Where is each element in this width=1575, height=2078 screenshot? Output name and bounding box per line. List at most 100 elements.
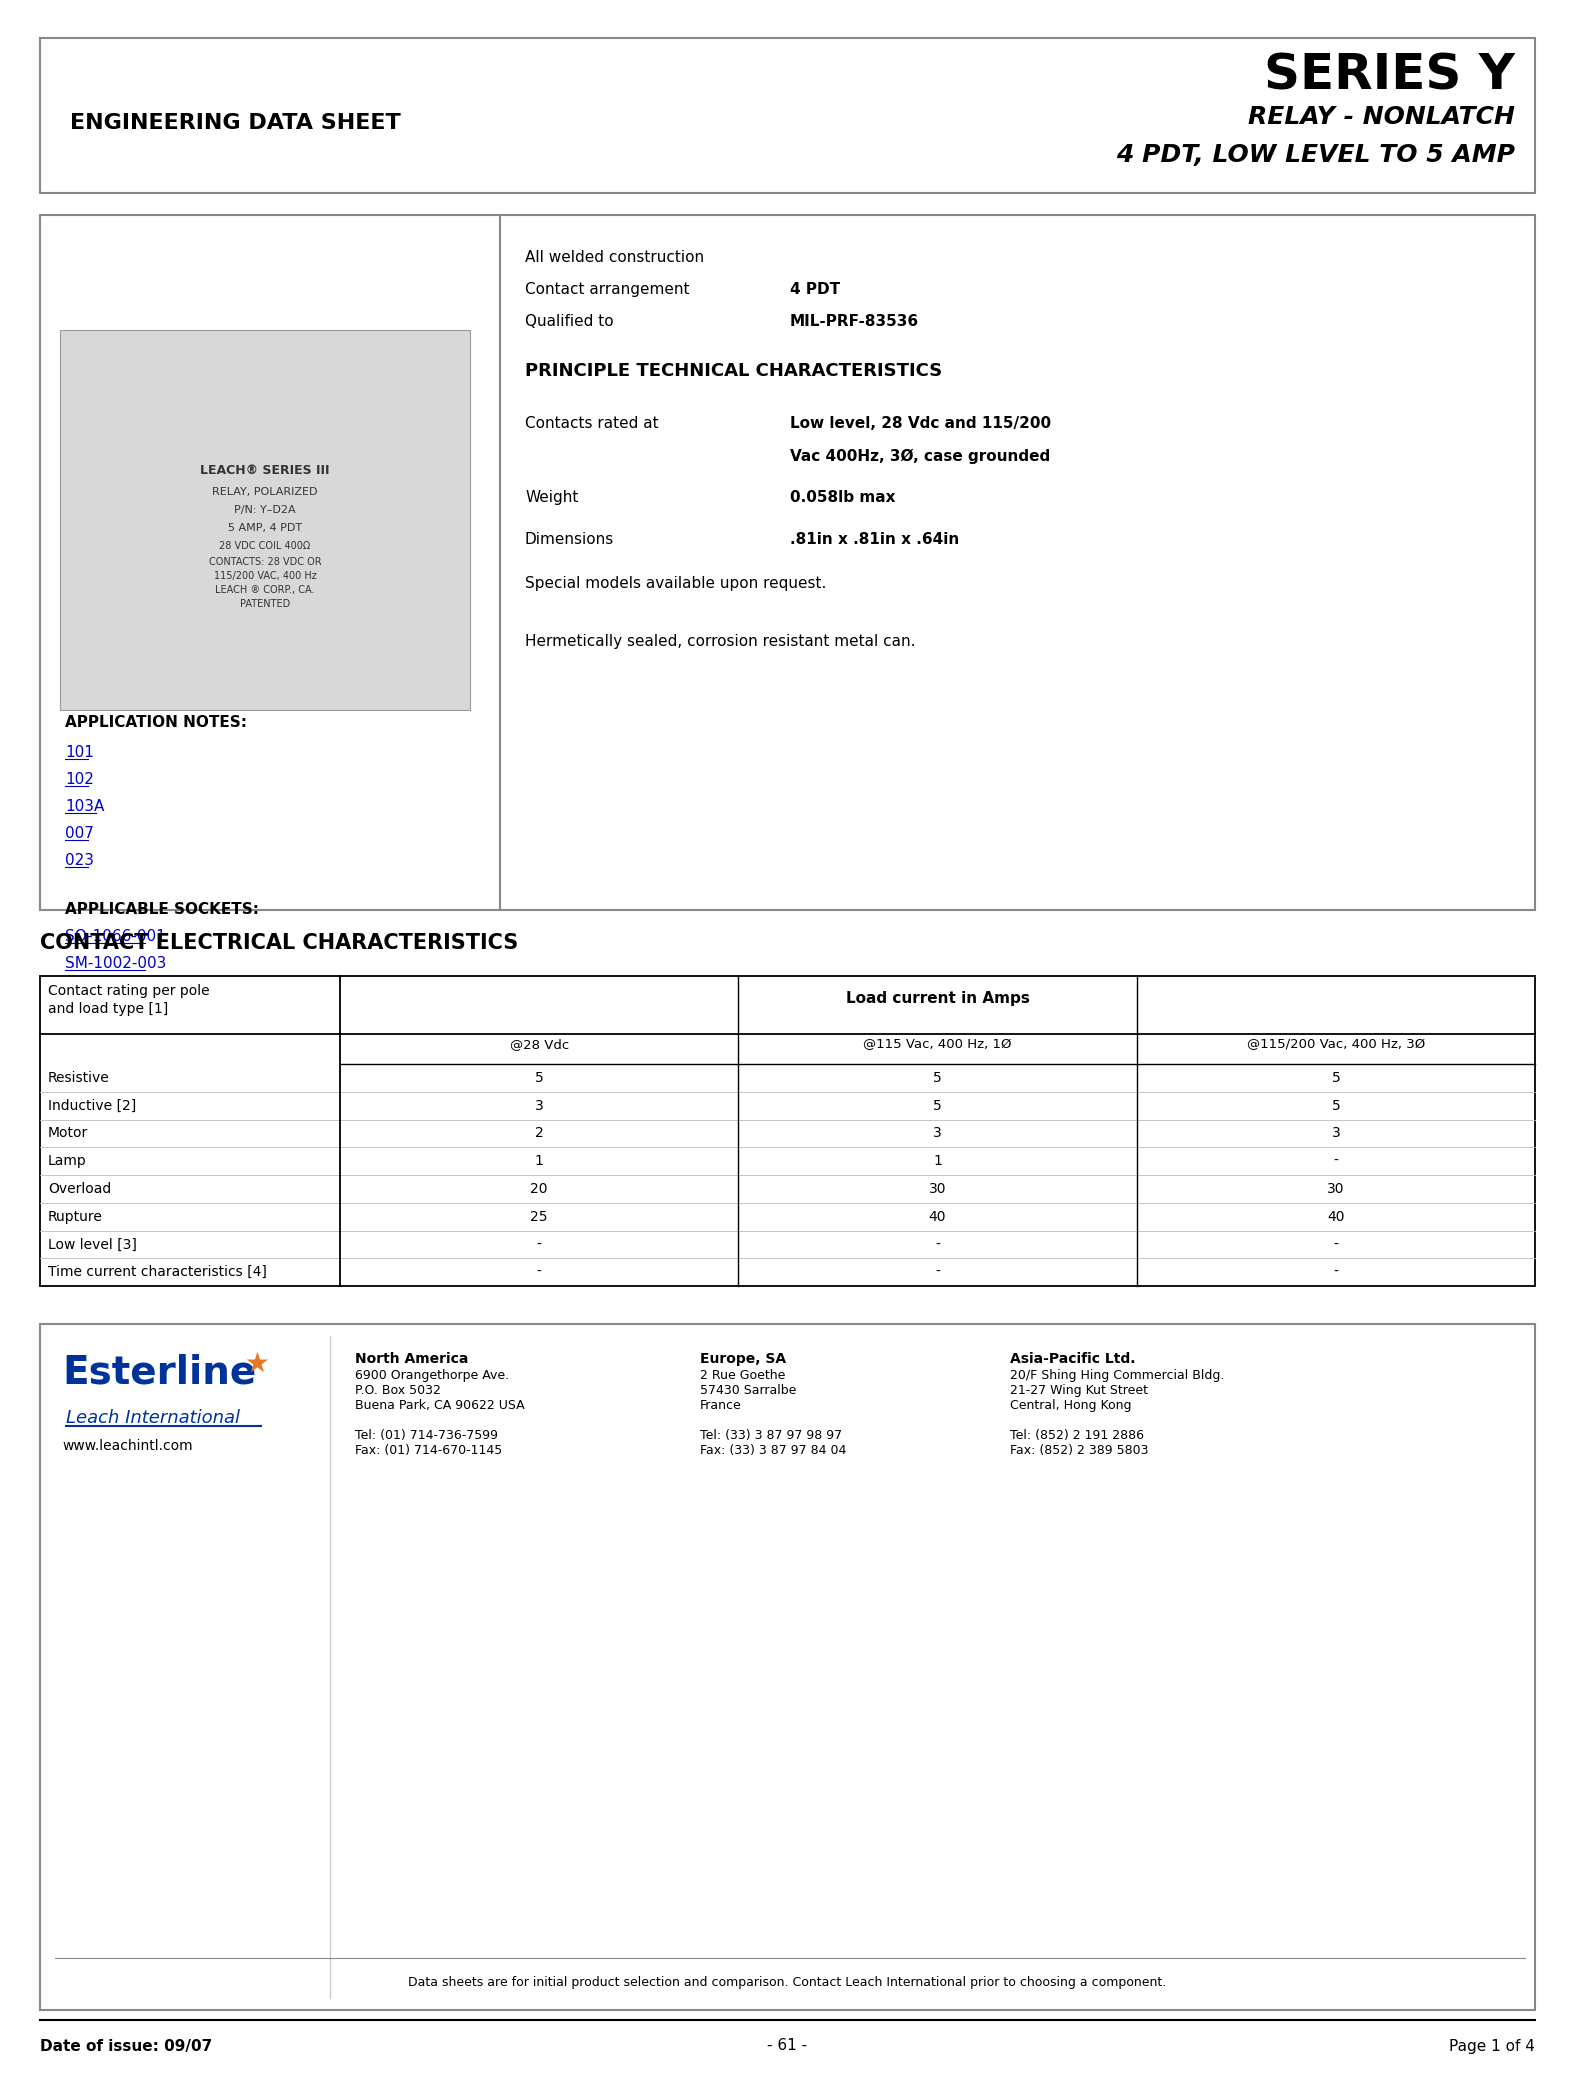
Text: 40: 40 <box>1328 1209 1345 1224</box>
Text: Special models available upon request.: Special models available upon request. <box>524 576 827 592</box>
Text: -: - <box>1334 1236 1339 1251</box>
Text: Dimensions: Dimensions <box>524 532 614 547</box>
Text: P.O. Box 5032: P.O. Box 5032 <box>354 1384 441 1396</box>
Text: Hermetically sealed, corrosion resistant metal can.: Hermetically sealed, corrosion resistant… <box>524 634 915 648</box>
Text: Central, Hong Kong: Central, Hong Kong <box>1010 1398 1131 1411</box>
Text: 6900 Orangethorpe Ave.: 6900 Orangethorpe Ave. <box>354 1369 509 1382</box>
Text: ENGINEERING DATA SHEET: ENGINEERING DATA SHEET <box>69 112 400 133</box>
Text: @115 Vac, 400 Hz, 1Ø: @115 Vac, 400 Hz, 1Ø <box>863 1039 1011 1051</box>
Text: -: - <box>1334 1153 1339 1168</box>
Text: Vac 400Hz, 3Ø, case grounded: Vac 400Hz, 3Ø, case grounded <box>791 449 1051 463</box>
Text: -: - <box>1334 1266 1339 1280</box>
Text: Tel: (33) 3 87 97 98 97: Tel: (33) 3 87 97 98 97 <box>699 1430 843 1442</box>
Text: 007: 007 <box>65 825 94 842</box>
Text: Time current characteristics [4]: Time current characteristics [4] <box>47 1266 266 1280</box>
Text: 5: 5 <box>932 1099 942 1112</box>
Text: 20/F Shing Hing Commercial Bldg.: 20/F Shing Hing Commercial Bldg. <box>1010 1369 1224 1382</box>
Text: Buena Park, CA 90622 USA: Buena Park, CA 90622 USA <box>354 1398 524 1411</box>
Text: -: - <box>537 1236 542 1251</box>
Text: @28 Vdc: @28 Vdc <box>510 1039 569 1051</box>
Text: 4 PDT: 4 PDT <box>791 283 839 297</box>
Text: Resistive: Resistive <box>47 1070 110 1085</box>
Text: 103A: 103A <box>65 800 104 815</box>
Text: -: - <box>537 1266 542 1280</box>
Text: 30: 30 <box>929 1182 947 1195</box>
Text: 1: 1 <box>932 1153 942 1168</box>
Text: 5: 5 <box>932 1070 942 1085</box>
Text: 5: 5 <box>536 1070 543 1085</box>
Text: 1: 1 <box>536 1153 543 1168</box>
Text: All welded construction: All welded construction <box>524 249 704 266</box>
Text: Rupture: Rupture <box>47 1209 102 1224</box>
Text: .81in x .81in x .64in: .81in x .81in x .64in <box>791 532 959 547</box>
Text: CONTACTS: 28 VDC OR: CONTACTS: 28 VDC OR <box>208 557 321 567</box>
Text: Qualified to: Qualified to <box>524 314 614 328</box>
Text: 023: 023 <box>65 852 94 869</box>
Text: - 61 -: - 61 - <box>767 2039 806 2053</box>
Text: ★: ★ <box>244 1351 269 1378</box>
Text: Date of issue: 09/07: Date of issue: 09/07 <box>39 2039 213 2053</box>
Text: LEACH® SERIES III: LEACH® SERIES III <box>200 463 329 476</box>
Bar <box>39 1324 1536 2009</box>
Text: Data sheets are for initial product selection and comparison. Contact Leach Inte: Data sheets are for initial product sele… <box>408 1976 1166 1989</box>
Text: APPLICABLE SOCKETS:: APPLICABLE SOCKETS: <box>65 902 258 916</box>
Text: www.leachintl.com: www.leachintl.com <box>61 1438 192 1453</box>
Text: 3: 3 <box>1331 1126 1340 1141</box>
Text: France: France <box>699 1398 742 1411</box>
Text: RELAY - NONLATCH: RELAY - NONLATCH <box>1247 106 1515 129</box>
Text: 57430 Sarralbe: 57430 Sarralbe <box>699 1384 797 1396</box>
Text: P/N: Y–D2A: P/N: Y–D2A <box>235 505 296 515</box>
Text: 5 AMP, 4 PDT: 5 AMP, 4 PDT <box>228 524 302 532</box>
Text: Esterline: Esterline <box>61 1355 257 1392</box>
Text: Motor: Motor <box>47 1126 88 1141</box>
Text: Contact rating per pole: Contact rating per pole <box>47 985 209 997</box>
Bar <box>39 37 1536 193</box>
Text: 3: 3 <box>932 1126 942 1141</box>
Text: North America: North America <box>354 1353 468 1365</box>
Text: APPLICATION NOTES:: APPLICATION NOTES: <box>65 715 247 729</box>
Text: PATENTED: PATENTED <box>239 598 290 609</box>
Text: 21-27 Wing Kut Street: 21-27 Wing Kut Street <box>1010 1384 1148 1396</box>
Text: MIL-PRF-83536: MIL-PRF-83536 <box>791 314 920 328</box>
Text: 20: 20 <box>531 1182 548 1195</box>
Text: @115/200 Vac, 400 Hz, 3Ø: @115/200 Vac, 400 Hz, 3Ø <box>1247 1039 1425 1051</box>
Text: CONTACT ELECTRICAL CHARACTERISTICS: CONTACT ELECTRICAL CHARACTERISTICS <box>39 933 518 954</box>
Text: 2: 2 <box>536 1126 543 1141</box>
Text: Fax: (01) 714-670-1145: Fax: (01) 714-670-1145 <box>354 1444 502 1457</box>
Text: Low level, 28 Vdc and 115/200: Low level, 28 Vdc and 115/200 <box>791 416 1051 432</box>
Text: Lamp: Lamp <box>47 1153 87 1168</box>
Text: 40: 40 <box>929 1209 947 1224</box>
Bar <box>60 330 469 711</box>
Bar <box>39 214 1536 910</box>
Text: 28 VDC COIL 400Ω: 28 VDC COIL 400Ω <box>219 540 310 551</box>
Text: PRINCIPLE TECHNICAL CHARACTERISTICS: PRINCIPLE TECHNICAL CHARACTERISTICS <box>524 362 942 380</box>
Text: 25: 25 <box>531 1209 548 1224</box>
Text: Asia-Pacific Ltd.: Asia-Pacific Ltd. <box>1010 1353 1136 1365</box>
Text: LEACH ® CORP., CA.: LEACH ® CORP., CA. <box>216 586 315 594</box>
Text: 5: 5 <box>1331 1070 1340 1085</box>
Text: Tel: (852) 2 191 2886: Tel: (852) 2 191 2886 <box>1010 1430 1143 1442</box>
Text: 115/200 VAC, 400 Hz: 115/200 VAC, 400 Hz <box>214 571 317 582</box>
Text: Overload: Overload <box>47 1182 112 1195</box>
Text: Tel: (01) 714-736-7599: Tel: (01) 714-736-7599 <box>354 1430 498 1442</box>
Text: Leach International: Leach International <box>66 1409 239 1428</box>
Text: 102: 102 <box>65 773 94 788</box>
Text: Fax: (33) 3 87 97 84 04: Fax: (33) 3 87 97 84 04 <box>699 1444 846 1457</box>
Text: 2 Rue Goethe: 2 Rue Goethe <box>699 1369 786 1382</box>
Text: Low level [3]: Low level [3] <box>47 1236 137 1251</box>
Text: SERIES Y: SERIES Y <box>1265 52 1515 100</box>
Text: Fax: (852) 2 389 5803: Fax: (852) 2 389 5803 <box>1010 1444 1148 1457</box>
Text: 0.058lb max: 0.058lb max <box>791 490 896 505</box>
Text: 30: 30 <box>1328 1182 1345 1195</box>
Bar <box>39 977 1536 1286</box>
Text: Inductive [2]: Inductive [2] <box>47 1099 137 1112</box>
Text: Load current in Amps: Load current in Amps <box>846 991 1030 1006</box>
Text: SM-1002-003: SM-1002-003 <box>65 956 167 970</box>
Text: RELAY, POLARIZED: RELAY, POLARIZED <box>213 486 318 497</box>
Text: 101: 101 <box>65 746 94 761</box>
Text: Page 1 of 4: Page 1 of 4 <box>1449 2039 1536 2053</box>
Text: Weight: Weight <box>524 490 578 505</box>
Text: Contact arrangement: Contact arrangement <box>524 283 690 297</box>
Text: Europe, SA: Europe, SA <box>699 1353 786 1365</box>
Text: 3: 3 <box>536 1099 543 1112</box>
